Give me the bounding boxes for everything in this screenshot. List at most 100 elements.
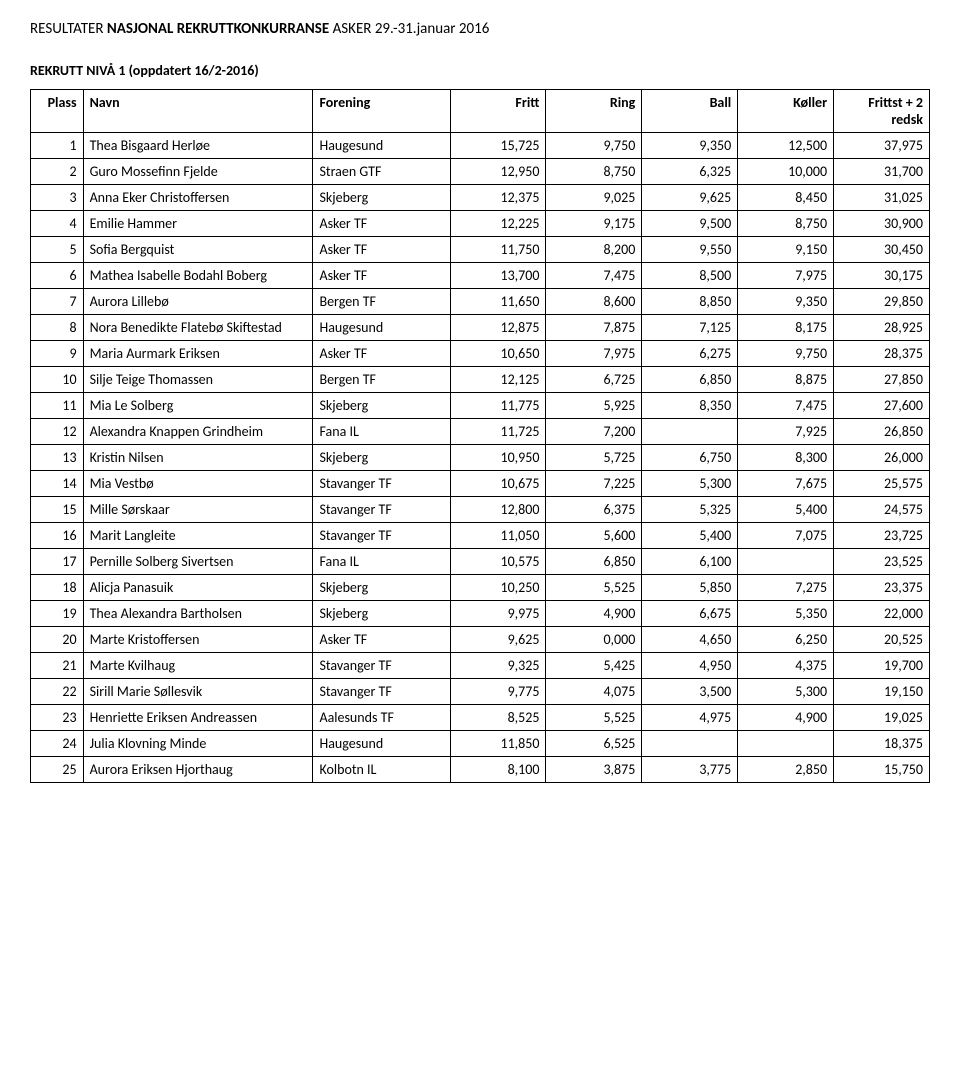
cell-value: 9,775 bbox=[450, 679, 546, 705]
cell-value: 5,400 bbox=[738, 497, 834, 523]
cell-value: 4,975 bbox=[642, 705, 738, 731]
cell-plass: 3 bbox=[31, 185, 84, 211]
cell-navn: Guro Mossefinn Fjelde bbox=[83, 159, 313, 185]
cell-value: 8,100 bbox=[450, 757, 546, 783]
cell-value: 12,500 bbox=[738, 133, 834, 159]
cell-value: 8,750 bbox=[738, 211, 834, 237]
cell-value: 8,500 bbox=[642, 263, 738, 289]
cell-navn: Mia Vestbø bbox=[83, 471, 313, 497]
cell-navn: Silje Teige Thomassen bbox=[83, 367, 313, 393]
cell-value: 7,475 bbox=[546, 263, 642, 289]
cell-value: 27,850 bbox=[834, 367, 930, 393]
cell-value: 12,875 bbox=[450, 315, 546, 341]
cell-forening: Stavanger TF bbox=[313, 653, 450, 679]
cell-plass: 23 bbox=[31, 705, 84, 731]
table-row: 10Silje Teige ThomassenBergen TF12,1256,… bbox=[31, 367, 930, 393]
cell-value: 11,050 bbox=[450, 523, 546, 549]
cell-value: 15,725 bbox=[450, 133, 546, 159]
cell-navn: Marte Kvilhaug bbox=[83, 653, 313, 679]
cell-navn: Kristin Nilsen bbox=[83, 445, 313, 471]
cell-forening: Bergen TF bbox=[313, 289, 450, 315]
cell-value: 7,475 bbox=[738, 393, 834, 419]
cell-value: 9,025 bbox=[546, 185, 642, 211]
cell-plass: 1 bbox=[31, 133, 84, 159]
cell-value: 9,750 bbox=[546, 133, 642, 159]
cell-navn: Marit Langleite bbox=[83, 523, 313, 549]
table-row: 22Sirill Marie SøllesvikStavanger TF9,77… bbox=[31, 679, 930, 705]
table-row: 18Alicja PanasuikSkjeberg10,2505,5255,85… bbox=[31, 575, 930, 601]
table-row: 8Nora Benedikte Flatebø SkiftestadHauges… bbox=[31, 315, 930, 341]
cell-value: 10,950 bbox=[450, 445, 546, 471]
cell-value bbox=[738, 549, 834, 575]
table-row: 13Kristin NilsenSkjeberg10,9505,7256,750… bbox=[31, 445, 930, 471]
cell-value: 6,725 bbox=[546, 367, 642, 393]
cell-forening: Asker TF bbox=[313, 237, 450, 263]
cell-value: 9,975 bbox=[450, 601, 546, 627]
cell-value: 26,850 bbox=[834, 419, 930, 445]
table-row: 5Sofia BergquistAsker TF11,7508,2009,550… bbox=[31, 237, 930, 263]
cell-navn: Alexandra Knappen Grindheim bbox=[83, 419, 313, 445]
table-row: 20Marte KristoffersenAsker TF9,6250,0004… bbox=[31, 627, 930, 653]
cell-value: 9,325 bbox=[450, 653, 546, 679]
cell-forening: Stavanger TF bbox=[313, 471, 450, 497]
cell-navn: Thea Alexandra Bartholsen bbox=[83, 601, 313, 627]
cell-value: 0,000 bbox=[546, 627, 642, 653]
cell-plass: 25 bbox=[31, 757, 84, 783]
cell-value: 2,850 bbox=[738, 757, 834, 783]
table-row: 6Mathea Isabelle Bodahl BobergAsker TF13… bbox=[31, 263, 930, 289]
table-row: 2Guro Mossefinn FjeldeStraen GTF12,9508,… bbox=[31, 159, 930, 185]
cell-plass: 16 bbox=[31, 523, 84, 549]
subtitle: REKRUTT NIVÅ 1 (oppdatert 16/2-2016) bbox=[30, 62, 930, 79]
cell-value: 8,175 bbox=[738, 315, 834, 341]
cell-value: 9,550 bbox=[642, 237, 738, 263]
cell-value: 6,675 bbox=[642, 601, 738, 627]
cell-value bbox=[642, 731, 738, 757]
cell-value: 4,650 bbox=[642, 627, 738, 653]
cell-forening: Haugesund bbox=[313, 315, 450, 341]
table-row: 9Maria Aurmark EriksenAsker TF10,6507,97… bbox=[31, 341, 930, 367]
cell-value: 30,900 bbox=[834, 211, 930, 237]
cell-navn: Alicja Panasuik bbox=[83, 575, 313, 601]
cell-value: 11,775 bbox=[450, 393, 546, 419]
cell-value: 24,575 bbox=[834, 497, 930, 523]
cell-forening: Aalesunds TF bbox=[313, 705, 450, 731]
cell-plass: 8 bbox=[31, 315, 84, 341]
table-row: 19Thea Alexandra BartholsenSkjeberg9,975… bbox=[31, 601, 930, 627]
cell-value: 8,600 bbox=[546, 289, 642, 315]
cell-plass: 20 bbox=[31, 627, 84, 653]
cell-forening: Bergen TF bbox=[313, 367, 450, 393]
cell-forening: Kolbotn IL bbox=[313, 757, 450, 783]
cell-value: 7,975 bbox=[738, 263, 834, 289]
cell-plass: 24 bbox=[31, 731, 84, 757]
cell-navn: Mia Le Solberg bbox=[83, 393, 313, 419]
cell-value: 5,600 bbox=[546, 523, 642, 549]
cell-value: 8,850 bbox=[642, 289, 738, 315]
title-bold: NASJONAL REKRUTTKONKURRANSE bbox=[107, 20, 329, 38]
table-row: 11Mia Le SolbergSkjeberg11,7755,9258,350… bbox=[31, 393, 930, 419]
cell-value: 28,925 bbox=[834, 315, 930, 341]
cell-navn: Henriette Eriksen Andreassen bbox=[83, 705, 313, 731]
table-row: 4Emilie HammerAsker TF12,2259,1759,5008,… bbox=[31, 211, 930, 237]
cell-navn: Aurora Eriksen Hjorthaug bbox=[83, 757, 313, 783]
cell-plass: 12 bbox=[31, 419, 84, 445]
cell-value: 6,525 bbox=[546, 731, 642, 757]
header-fritt: Fritt bbox=[450, 90, 546, 133]
cell-value: 29,850 bbox=[834, 289, 930, 315]
table-row: 21Marte KvilhaugStavanger TF9,3255,4254,… bbox=[31, 653, 930, 679]
cell-value: 31,025 bbox=[834, 185, 930, 211]
cell-value: 5,425 bbox=[546, 653, 642, 679]
cell-value: 9,175 bbox=[546, 211, 642, 237]
cell-value: 5,925 bbox=[546, 393, 642, 419]
cell-plass: 19 bbox=[31, 601, 84, 627]
cell-value: 20,525 bbox=[834, 627, 930, 653]
cell-value: 18,375 bbox=[834, 731, 930, 757]
cell-value: 8,200 bbox=[546, 237, 642, 263]
cell-plass: 15 bbox=[31, 497, 84, 523]
cell-value: 7,200 bbox=[546, 419, 642, 445]
cell-value: 37,975 bbox=[834, 133, 930, 159]
cell-value: 10,650 bbox=[450, 341, 546, 367]
cell-navn: Anna Eker Christoffersen bbox=[83, 185, 313, 211]
cell-value: 8,450 bbox=[738, 185, 834, 211]
cell-value: 23,375 bbox=[834, 575, 930, 601]
cell-value: 6,325 bbox=[642, 159, 738, 185]
